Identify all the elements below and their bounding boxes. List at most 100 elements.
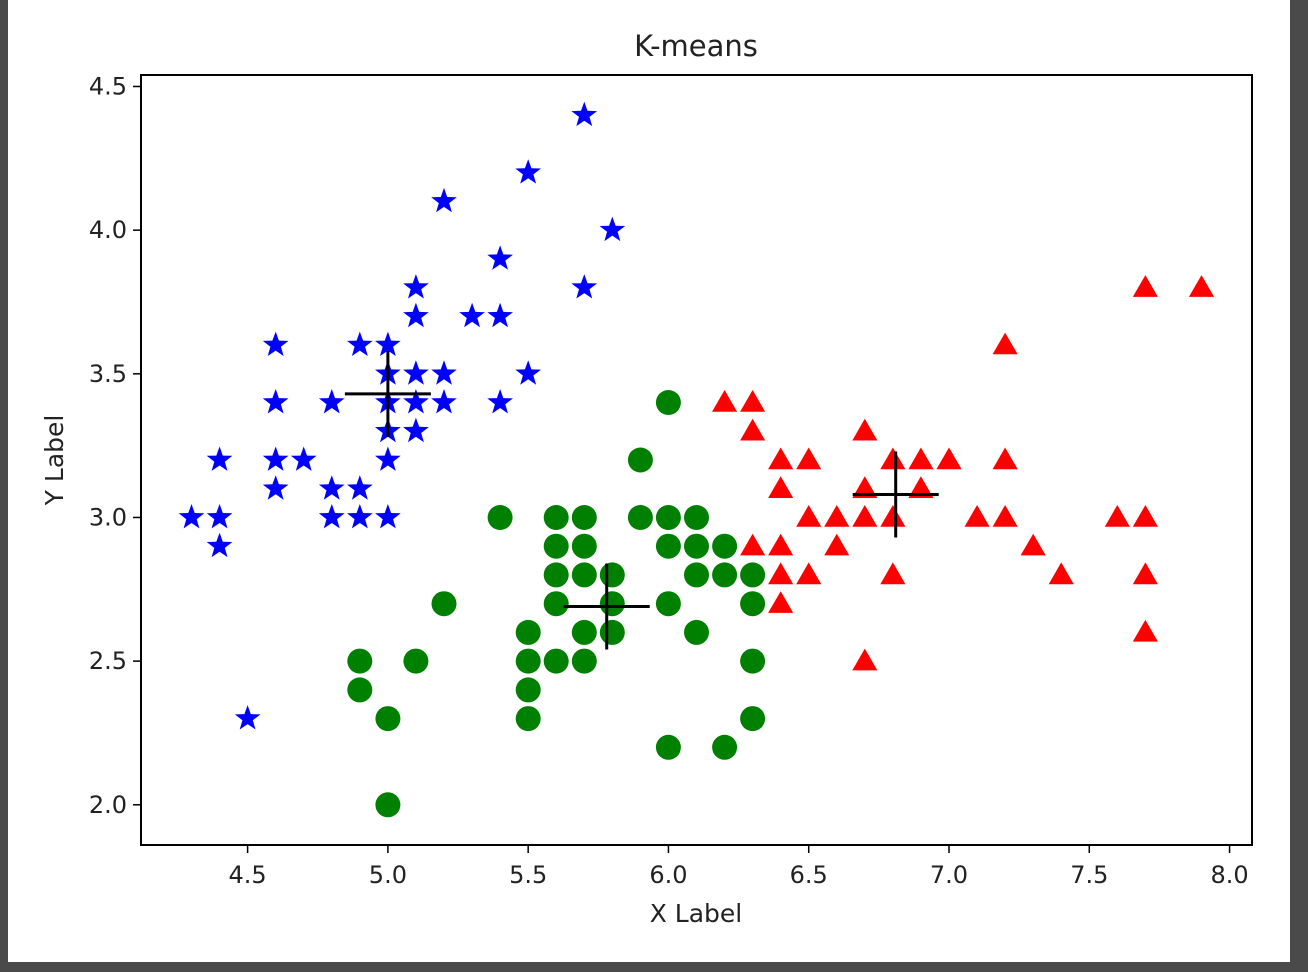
circle-point <box>712 533 738 559</box>
circle-point <box>740 706 766 732</box>
star-point <box>571 274 598 299</box>
triangle-point <box>852 648 878 671</box>
plot-area-border <box>140 74 1253 846</box>
circle-point <box>515 619 541 645</box>
triangle-point <box>768 562 794 585</box>
star-point <box>403 302 429 328</box>
circle-point <box>655 390 681 415</box>
y-tick-label: 2.5 <box>89 647 127 675</box>
circle-point <box>599 591 625 617</box>
triangle-point <box>796 505 822 527</box>
centroid-plus-marker <box>563 563 650 650</box>
centroid-plus-marker <box>344 350 431 437</box>
triangle-point <box>992 447 1018 470</box>
circle-point <box>571 648 597 674</box>
star-point <box>431 389 457 414</box>
triangle-point <box>768 533 794 556</box>
triangle-point <box>796 562 822 585</box>
triangle-point <box>852 505 878 527</box>
y-tick-label: 2.0 <box>89 791 127 819</box>
star-point <box>599 216 626 242</box>
x-tick-label: 5.0 <box>369 861 407 889</box>
star-point <box>262 389 289 414</box>
circle-point <box>655 734 681 760</box>
triangle-point <box>740 533 766 556</box>
star-point <box>318 475 345 500</box>
x-tick-label: 6.5 <box>790 861 828 889</box>
x-tick-label: 5.5 <box>509 861 547 889</box>
star-point <box>206 446 233 471</box>
y-tick-label: 3.5 <box>89 360 127 388</box>
star-point <box>403 389 429 414</box>
star-point <box>347 504 373 529</box>
circle-point <box>543 533 569 559</box>
star-point <box>262 475 289 500</box>
star-point <box>206 532 233 558</box>
circle-point <box>627 505 653 530</box>
triangle-point <box>1132 562 1158 585</box>
triangle-point <box>712 390 738 412</box>
triangle-point <box>740 390 766 412</box>
star-point <box>262 446 289 471</box>
star-point <box>487 389 513 414</box>
circle-point <box>571 505 597 530</box>
circle-point <box>740 648 766 674</box>
triangle-point <box>936 447 962 470</box>
circle-point <box>684 533 709 559</box>
star-point <box>375 504 401 529</box>
triangle-point <box>1020 533 1046 556</box>
star-point <box>206 504 233 529</box>
circle-point <box>684 619 709 645</box>
star-point <box>515 159 541 184</box>
circle-point <box>571 562 597 588</box>
circle-point <box>403 648 429 674</box>
circle-point <box>627 447 653 473</box>
scatter-marks <box>178 101 1215 818</box>
triangle-point <box>992 505 1018 527</box>
circle-point <box>375 792 401 818</box>
triangle-point <box>768 591 794 613</box>
triangle-point <box>1132 619 1158 642</box>
circle-point <box>655 533 681 559</box>
x-tick-label: 6.0 <box>649 861 687 889</box>
star-point <box>403 417 429 443</box>
kmeans-scatter-chart: 4.5 5.0 5.5 6.0 6.5 7.0 7.5 8.0 2.0 2.5 3.0 3.5 4.0… <box>40 29 1253 928</box>
triangle-point <box>1188 275 1215 297</box>
triangle-point <box>1048 562 1074 585</box>
circle-point <box>515 706 541 732</box>
triangle-point <box>1132 275 1158 297</box>
star-point <box>375 446 401 471</box>
circle-point <box>571 619 597 645</box>
triangle-point <box>992 332 1018 355</box>
star-point <box>347 475 373 500</box>
star-point <box>515 360 541 385</box>
circle-point <box>684 562 709 588</box>
triangle-point <box>824 533 850 556</box>
circle-point <box>740 562 766 588</box>
centroid-plus-marker <box>852 451 939 538</box>
circle-point <box>543 591 569 617</box>
circle-point <box>543 562 569 588</box>
star-point <box>290 446 317 471</box>
triangle-point <box>740 418 766 441</box>
x-tick-label: 8.0 <box>1210 861 1248 889</box>
circle-point <box>712 734 738 760</box>
star-point <box>375 331 401 356</box>
circle-point <box>599 562 625 588</box>
circle-point <box>347 648 373 674</box>
y-axis-label: Y Label <box>40 415 69 507</box>
circle-point <box>543 505 569 530</box>
chart-title: K-means <box>634 29 758 63</box>
triangle-point <box>1104 505 1130 527</box>
x-axis-ticks: 4.5 5.0 5.5 6.0 6.5 7.0 7.5 8.0 <box>229 845 1249 889</box>
star-point <box>571 101 598 127</box>
circle-point <box>599 619 625 645</box>
circle-point <box>740 591 766 617</box>
star-point <box>403 360 429 385</box>
figure-frame: 4.5 5.0 5.5 6.0 6.5 7.0 7.5 8.0 2.0 2.5 3.0 3.5 4.0… <box>8 0 1290 962</box>
x-tick-label: 7.0 <box>930 861 968 889</box>
triangle-point <box>880 505 906 527</box>
triangle-point <box>796 447 822 470</box>
triangle-point <box>908 447 934 470</box>
star-point <box>178 504 205 529</box>
